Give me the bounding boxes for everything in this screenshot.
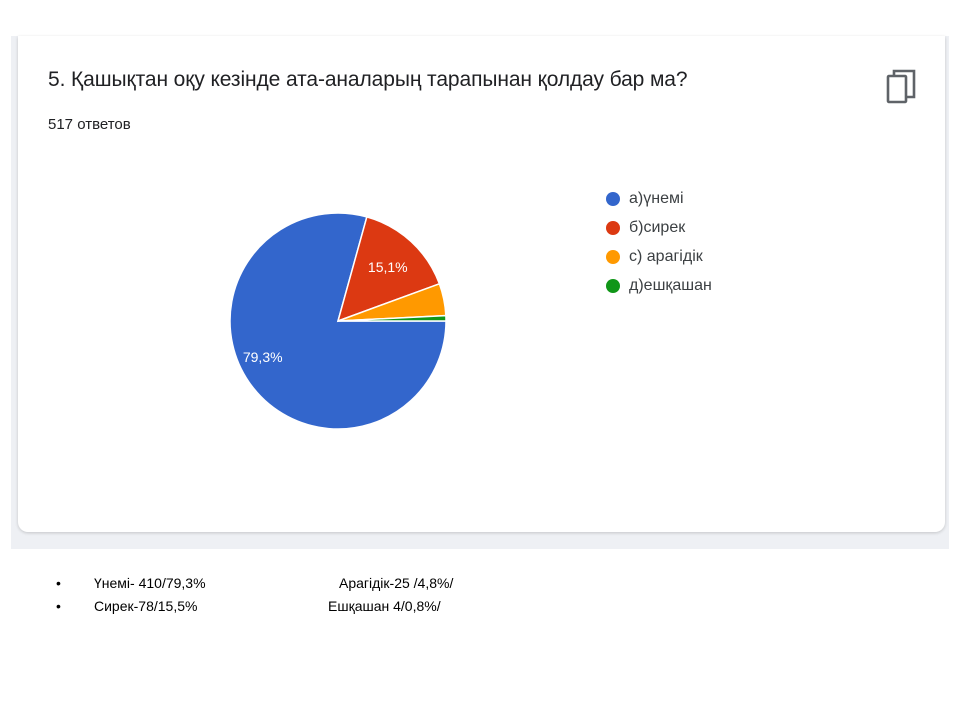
- note-left: Сирек-78/15,5%: [94, 598, 198, 614]
- copy-icon[interactable]: [884, 68, 918, 108]
- legend-label-0: а)үнемі: [629, 189, 684, 207]
- note-right: Ешқашан 4/0,8%/: [328, 598, 441, 614]
- legend-label-2: с) арагідік: [629, 247, 703, 265]
- note-left: Үнемі- 410/79,3%: [94, 575, 206, 591]
- slice-label-0: 79,3%: [243, 349, 283, 365]
- bullet: •: [56, 598, 61, 614]
- note-row-0: • Үнемі- 410/79,3% Арагідік-25 /4,8%/: [56, 575, 656, 598]
- legend-item-2: с) арагідік: [606, 242, 712, 271]
- legend-item-0: а)үнемі: [606, 184, 712, 213]
- pie-chart: 79,3% 15,1%: [229, 212, 447, 430]
- question-card: 5. Қашықтан оқу кезінде ата-аналарың тар…: [18, 36, 945, 532]
- legend-label-3: д)ешқашан: [629, 276, 712, 294]
- legend-dot-0: [606, 191, 620, 206]
- response-count: 517 ответов: [48, 116, 131, 133]
- legend-dot-3: [606, 278, 620, 293]
- bullet: •: [56, 575, 61, 591]
- note-right: Арагідік-25 /4,8%/: [339, 575, 454, 591]
- legend-label-1: б)сирек: [629, 218, 686, 236]
- question-title: 5. Қашықтан оқу кезінде ата-аналарың тар…: [48, 68, 688, 91]
- pie-slice-3: [337, 314, 447, 322]
- note-row-1: • Сирек-78/15,5% Ешқашан 4/0,8%/: [56, 598, 656, 621]
- legend-dot-2: [606, 249, 620, 264]
- slice-label-1: 15,1%: [368, 259, 408, 275]
- chart-legend: а)үнемі б)сирек с) арагідік д)ешқашан: [606, 184, 712, 300]
- legend-dot-1: [606, 220, 620, 235]
- summary-notes: • Үнемі- 410/79,3% Арагідік-25 /4,8%/ • Сире…: [56, 575, 656, 621]
- legend-item-3: д)ешқашан: [606, 271, 712, 300]
- legend-item-1: б)сирек: [606, 213, 712, 242]
- pie-slice-1: [336, 215, 441, 323]
